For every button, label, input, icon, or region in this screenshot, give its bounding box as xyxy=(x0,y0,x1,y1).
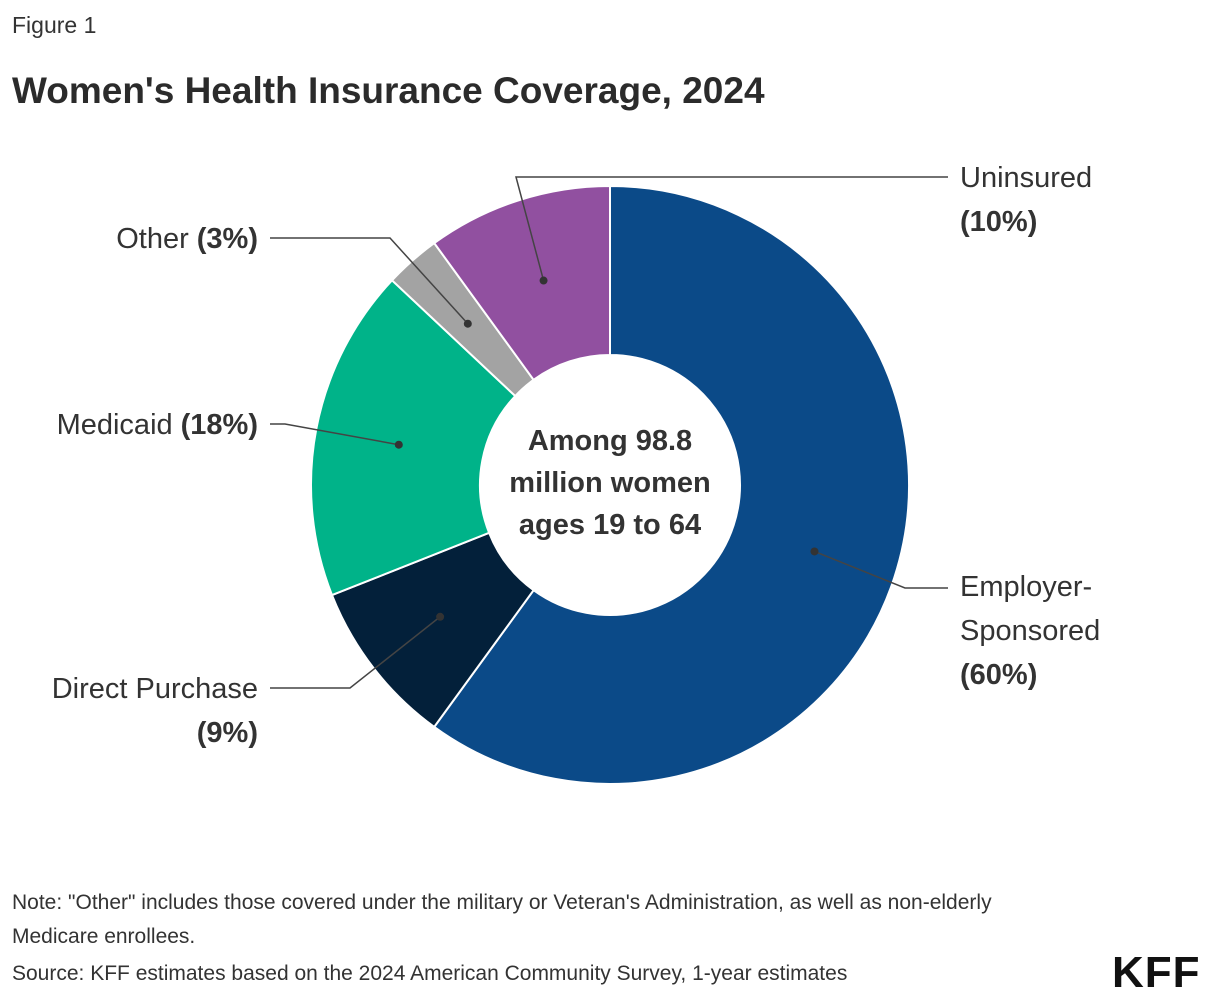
chart-title: Women's Health Insurance Coverage, 2024 xyxy=(12,70,765,111)
slice-label: Direct Purchase (9%) xyxy=(52,673,258,749)
figure-label: Figure 1 xyxy=(12,12,97,38)
leader-dot xyxy=(810,547,819,556)
slice xyxy=(432,184,611,382)
leader-dot xyxy=(394,440,403,449)
leader-dot xyxy=(463,319,472,328)
value-label: (10%) xyxy=(960,206,1037,238)
category-label: Medicaid xyxy=(57,409,173,441)
leader-line xyxy=(270,237,469,325)
category-label: Uninsured xyxy=(960,162,1092,194)
value-label: (9%) xyxy=(197,717,258,749)
leader-line xyxy=(515,176,948,281)
slice-label: Medicaid (18%) xyxy=(57,409,258,441)
center-label: Among 98.8 million women ages 19 to 64 xyxy=(509,425,711,541)
value-label: (18%) xyxy=(181,409,258,441)
slice-label: Other (3%) xyxy=(116,223,258,255)
slice-label: Uninsured (10%) xyxy=(960,162,1092,238)
slice-label: Employer-Sponsored (60%) xyxy=(960,571,1100,691)
note: Note: "Other" includes those covered und… xyxy=(12,891,992,948)
slice xyxy=(432,184,910,785)
category-label: Other xyxy=(116,223,189,255)
chart: Employer-Sponsored (60%) Direct Purchase (9… xyxy=(52,162,1100,785)
source: Source: KFF estimates based on the 2024 … xyxy=(12,962,848,985)
value-label: (60%) xyxy=(960,659,1037,691)
logo: KFF xyxy=(1112,948,1201,997)
leader-line xyxy=(270,423,399,446)
leader-line xyxy=(270,616,441,689)
category-label: Employer-Sponsored xyxy=(960,571,1100,647)
category-label: Direct Purchase xyxy=(52,673,258,705)
value-label: (3%) xyxy=(197,223,258,255)
leader-line xyxy=(814,550,948,589)
leader-dot xyxy=(539,276,548,285)
slice xyxy=(310,278,517,597)
leader-dot xyxy=(436,612,445,621)
